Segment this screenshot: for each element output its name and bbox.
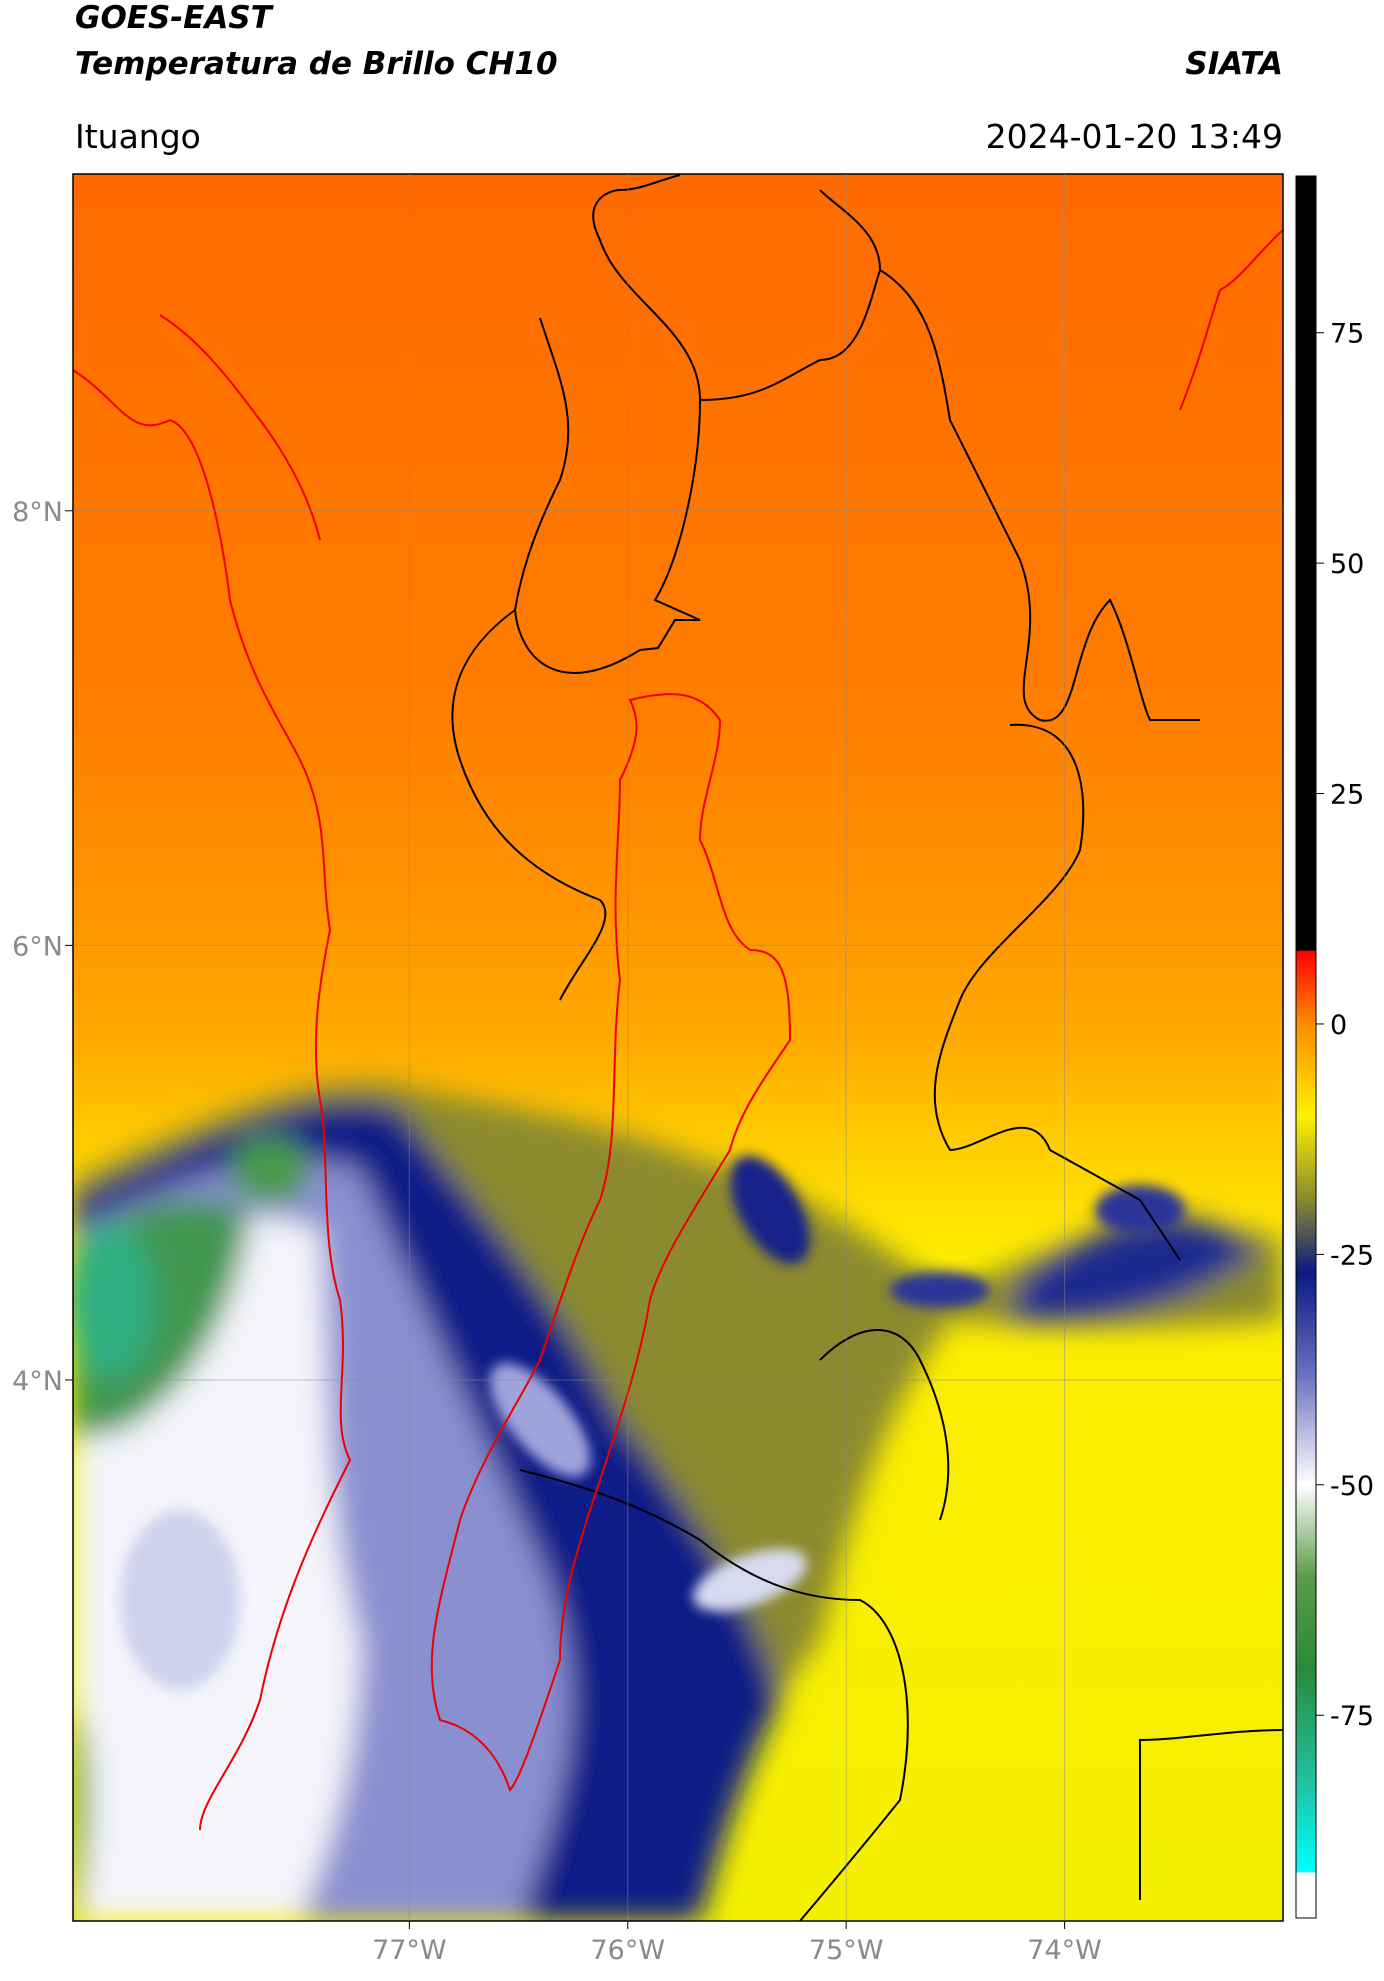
colorbar-tick-label: 0 (1330, 1010, 1347, 1041)
rivers-and-coast (73, 229, 1283, 1831)
y-tick-label: 6°N (12, 931, 63, 962)
colorbar (1295, 175, 1317, 1919)
graticule: 77°W 76°W 75°W 74°W 8°N 6°N 4°N (12, 174, 1283, 1966)
colorbar-tick-label: 50 (1330, 549, 1364, 580)
storm-cells (120, 1155, 1185, 1690)
x-tick-label: 74°W (1027, 1935, 1102, 1966)
location: Ituango (75, 117, 201, 156)
datetime: 2024-01-20 13:49 (986, 117, 1283, 156)
x-tick-label: 77°W (372, 1935, 447, 1966)
boundaries (451, 174, 1283, 1921)
title: GOES-EAST (75, 0, 275, 36)
x-tick-label: 76°W (590, 1935, 665, 1966)
y-tick-label: 4°N (12, 1366, 63, 1397)
colorbar-tick-label: 25 (1330, 780, 1364, 811)
colorbar-tick-label: -25 (1330, 1240, 1374, 1271)
map-frame (72, 173, 1284, 1922)
subtitle: Temperatura de Brillo CH10 (75, 46, 558, 82)
colorbar-tick-label: 75 (1330, 319, 1364, 350)
field (73, 174, 1283, 1921)
colorbar-tick-label: -50 (1330, 1471, 1374, 1502)
source: SIATA (1185, 46, 1283, 82)
x-tick-label: 75°W (809, 1935, 884, 1966)
colorbar-tick-label: -75 (1330, 1701, 1374, 1732)
y-tick-label: 8°N (12, 497, 63, 528)
